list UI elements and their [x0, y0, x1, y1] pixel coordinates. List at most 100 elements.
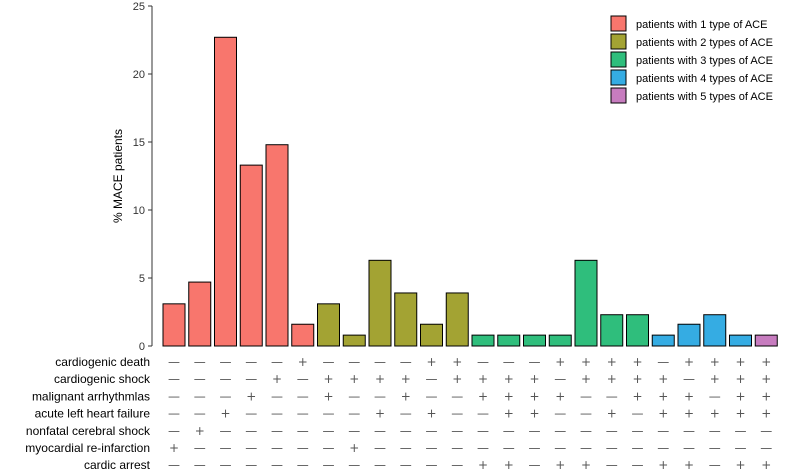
- plus-symbol: +: [401, 372, 411, 386]
- minus-symbol: —: [529, 458, 541, 472]
- bar: [574, 259, 598, 347]
- minus-symbol: —: [400, 441, 412, 455]
- plus-symbol: +: [761, 389, 771, 403]
- minus-symbol: —: [709, 458, 721, 472]
- minus-symbol: —: [580, 407, 592, 421]
- matrix-row-label: acute left heart failure: [35, 407, 151, 421]
- minus-symbol: —: [632, 441, 644, 455]
- minus-symbol: —: [426, 441, 438, 455]
- legend-label: patients with 2 types of ACE: [636, 37, 773, 49]
- minus-symbol: —: [194, 407, 206, 421]
- minus-symbol: —: [657, 441, 669, 455]
- plus-symbol: +: [349, 441, 359, 455]
- minus-symbol: —: [554, 407, 566, 421]
- minus-symbol: —: [348, 458, 360, 472]
- bar: [471, 334, 495, 347]
- minus-symbol: —: [220, 355, 232, 369]
- minus-symbol: —: [168, 372, 180, 386]
- legend-swatch: [610, 87, 627, 104]
- minus-symbol: —: [477, 424, 489, 438]
- plus-symbol: +: [710, 372, 720, 386]
- bar: [342, 334, 366, 347]
- bar: [677, 323, 701, 347]
- ace-matrix: cardiogenic death — — — — — + — — — — + + — — — + + + + — + + +…: [25, 355, 772, 472]
- legend-label: patients with 3 types of ACE: [636, 55, 773, 67]
- bar: [239, 164, 263, 347]
- y-tick-label: 0: [139, 341, 145, 353]
- minus-symbol: —: [220, 424, 232, 438]
- minus-symbol: —: [220, 458, 232, 472]
- minus-symbol: —: [374, 441, 386, 455]
- bar: [291, 323, 315, 347]
- bar: [703, 314, 727, 347]
- minus-symbol: —: [554, 441, 566, 455]
- minus-symbol: —: [477, 407, 489, 421]
- minus-symbol: —: [426, 372, 438, 386]
- plus-symbol: +: [555, 355, 565, 369]
- bar: [497, 334, 521, 347]
- legend-swatch: [610, 33, 627, 50]
- minus-symbol: —: [400, 407, 412, 421]
- minus-symbol: —: [760, 441, 772, 455]
- minus-symbol: —: [683, 424, 695, 438]
- minus-symbol: —: [709, 424, 721, 438]
- minus-symbol: —: [426, 458, 438, 472]
- minus-symbol: —: [168, 407, 180, 421]
- plus-symbol: +: [272, 372, 282, 386]
- minus-symbol: —: [657, 355, 669, 369]
- minus-symbol: —: [451, 441, 463, 455]
- minus-symbol: —: [503, 441, 515, 455]
- minus-symbol: —: [426, 424, 438, 438]
- minus-symbol: —: [168, 389, 180, 403]
- bar: [368, 259, 392, 347]
- minus-symbol: —: [245, 372, 257, 386]
- bar: [548, 334, 572, 347]
- minus-symbol: —: [426, 389, 438, 403]
- minus-symbol: —: [503, 424, 515, 438]
- bar: [214, 36, 237, 347]
- matrix-row-label: nonfatal cerebral shock: [26, 424, 151, 438]
- plus-symbol: +: [735, 355, 745, 369]
- plus-symbol: +: [504, 372, 514, 386]
- plus-symbol: +: [632, 355, 642, 369]
- minus-symbol: —: [220, 389, 232, 403]
- minus-symbol: —: [606, 441, 618, 455]
- y-tick-label: 25: [133, 1, 145, 13]
- minus-symbol: —: [451, 407, 463, 421]
- minus-symbol: —: [194, 355, 206, 369]
- minus-symbol: —: [529, 441, 541, 455]
- bar: [188, 281, 212, 347]
- plus-symbol: +: [684, 407, 694, 421]
- plus-symbol: +: [220, 407, 230, 421]
- plus-symbol: +: [298, 355, 308, 369]
- bar: [523, 334, 546, 347]
- plus-symbol: +: [555, 389, 565, 403]
- minus-symbol: —: [451, 458, 463, 472]
- minus-symbol: —: [451, 424, 463, 438]
- plus-symbol: +: [658, 407, 668, 421]
- bar: [420, 323, 443, 347]
- plus-symbol: +: [529, 389, 539, 403]
- plus-symbol: +: [658, 458, 668, 472]
- minus-symbol: —: [374, 424, 386, 438]
- matrix-row-label: cardic arrest: [84, 458, 151, 472]
- bar: [394, 292, 418, 347]
- bars: [162, 36, 778, 347]
- plus-symbol: +: [658, 372, 668, 386]
- bar: [317, 303, 340, 347]
- minus-symbol: —: [606, 458, 618, 472]
- minus-symbol: —: [709, 441, 721, 455]
- minus-symbol: —: [245, 441, 257, 455]
- minus-symbol: —: [323, 407, 335, 421]
- bar: [754, 334, 778, 347]
- plus-symbol: +: [426, 355, 436, 369]
- minus-symbol: —: [348, 389, 360, 403]
- minus-symbol: —: [297, 424, 309, 438]
- plus-symbol: +: [452, 372, 462, 386]
- minus-symbol: —: [400, 424, 412, 438]
- plus-symbol: +: [710, 407, 720, 421]
- minus-symbol: —: [348, 407, 360, 421]
- minus-symbol: —: [477, 355, 489, 369]
- y-axis: 0 5 10 15 20 25: [133, 1, 153, 353]
